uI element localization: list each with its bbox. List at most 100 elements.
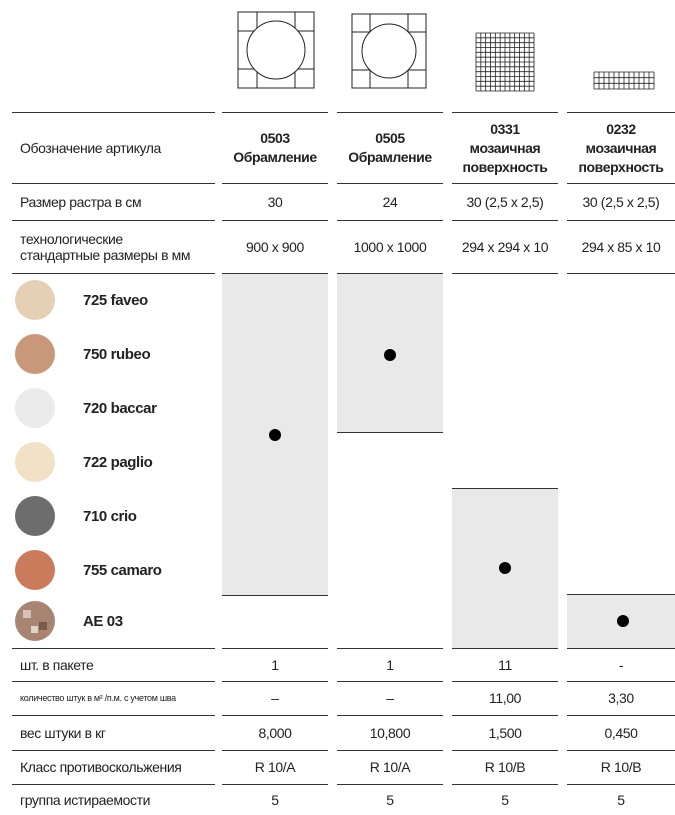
icon-frame — [237, 11, 315, 89]
value-cell: 5 — [222, 785, 328, 815]
value-cell: 11,00 — [452, 682, 558, 715]
text: шт. в пакете — [20, 656, 94, 673]
value-cell: 30 — [222, 184, 328, 220]
rule — [452, 750, 558, 751]
text: 1,500 — [488, 724, 522, 741]
text: AE 03 — [83, 612, 123, 630]
value-cell: 5 — [337, 785, 443, 815]
value-cell: – — [337, 682, 443, 715]
text: 11 — [498, 656, 512, 673]
rule — [222, 750, 328, 751]
value-cell: 1 — [222, 649, 328, 681]
value-cell: R 10/B — [452, 751, 558, 784]
value-cell: 1,500 — [452, 716, 558, 750]
text: 0503 — [260, 130, 290, 146]
text: 1000 x 1000 — [353, 238, 427, 255]
value-cell: 10,800 — [337, 716, 443, 750]
text: 294 x 85 x 10 — [581, 238, 661, 255]
text: – — [271, 690, 279, 706]
rule — [222, 183, 328, 184]
text: 0331 — [490, 120, 520, 137]
rule — [567, 112, 675, 113]
value-cell: 11 — [452, 649, 558, 681]
value-cell: 3,30 — [567, 682, 675, 715]
value-cell: 900 x 900 — [222, 221, 328, 273]
value-cell: 294 x 294 x 10 — [452, 221, 558, 273]
color-name: 725 faveo — [83, 285, 213, 315]
rule — [452, 784, 558, 785]
row-label: Обозначение артикула — [20, 113, 210, 183]
mosaic-grid — [475, 32, 535, 92]
value-cell: 5 — [452, 785, 558, 815]
rule — [337, 273, 443, 274]
text: 8,000 — [258, 724, 292, 741]
rule — [222, 784, 328, 785]
text: 710 crio — [83, 507, 137, 525]
text: поверхность — [578, 158, 664, 175]
rule — [12, 648, 215, 649]
rule — [452, 183, 558, 184]
rule — [337, 220, 443, 221]
text: 11,00 — [489, 690, 521, 706]
text: вес штуки в кг — [20, 724, 106, 741]
value-cell: 24 — [337, 184, 443, 220]
rule — [222, 595, 328, 596]
text: технологические стандартные размеры в мм — [20, 231, 191, 263]
text: мозаичная — [469, 139, 541, 156]
text: 5 — [271, 791, 279, 808]
value-cell: - — [567, 649, 675, 681]
rule — [12, 784, 215, 785]
text: 0505 — [375, 130, 405, 146]
rule — [337, 112, 443, 113]
article-cell: 0503 Обрамление — [222, 113, 328, 183]
color-name: 722 paglio — [83, 447, 213, 477]
rule — [337, 648, 443, 649]
text: количество штук в м² /п.м. с учетом шва — [20, 693, 176, 703]
rule — [12, 183, 215, 184]
availability-dots — [269, 349, 629, 627]
rule — [12, 681, 215, 682]
rule — [337, 681, 443, 682]
text: Класс противоскольжения — [20, 759, 182, 775]
value-cell: R 10/A — [337, 751, 443, 784]
rule — [337, 715, 443, 716]
rule — [222, 220, 328, 221]
rule — [222, 648, 328, 649]
value-cell: 30 (2,5 x 2,5) — [567, 184, 675, 220]
row-label: Размер растра в см — [20, 184, 200, 220]
row-label: шт. в пакете — [20, 649, 215, 681]
text: 24 — [382, 193, 398, 210]
value-cell: 1 — [337, 649, 443, 681]
text: Размер растра в см — [20, 194, 142, 210]
rule — [12, 750, 215, 751]
text: 722 paglio — [83, 453, 153, 471]
value-cell: 0,450 — [567, 716, 675, 750]
rule — [12, 220, 215, 221]
value-cell: 8,000 — [222, 716, 328, 750]
text: 720 baccar — [83, 399, 157, 417]
text: – — [386, 690, 394, 706]
rule — [567, 273, 675, 274]
rule — [222, 112, 328, 113]
mosaic-grid — [593, 71, 655, 90]
rule — [567, 648, 675, 649]
row-label: вес штуки в кг — [20, 716, 215, 750]
text: 1 — [271, 656, 279, 673]
text: R 10/A — [369, 759, 411, 775]
text: 750 rubeo — [83, 345, 151, 363]
rule — [337, 432, 443, 433]
rule — [452, 273, 558, 274]
value-cell: R 10/A — [222, 751, 328, 784]
text: поверхность — [462, 158, 548, 175]
value-cell: 1000 x 1000 — [337, 221, 443, 273]
rule — [12, 273, 215, 274]
color-name: AE 03 — [83, 606, 213, 636]
article-cell: 0232 мозаичная поверхность — [567, 113, 675, 183]
text: R 10/B — [484, 759, 526, 775]
color-name: 710 crio — [83, 501, 213, 531]
rule — [337, 784, 443, 785]
text: Обрамление — [233, 149, 317, 165]
rule — [567, 220, 675, 221]
